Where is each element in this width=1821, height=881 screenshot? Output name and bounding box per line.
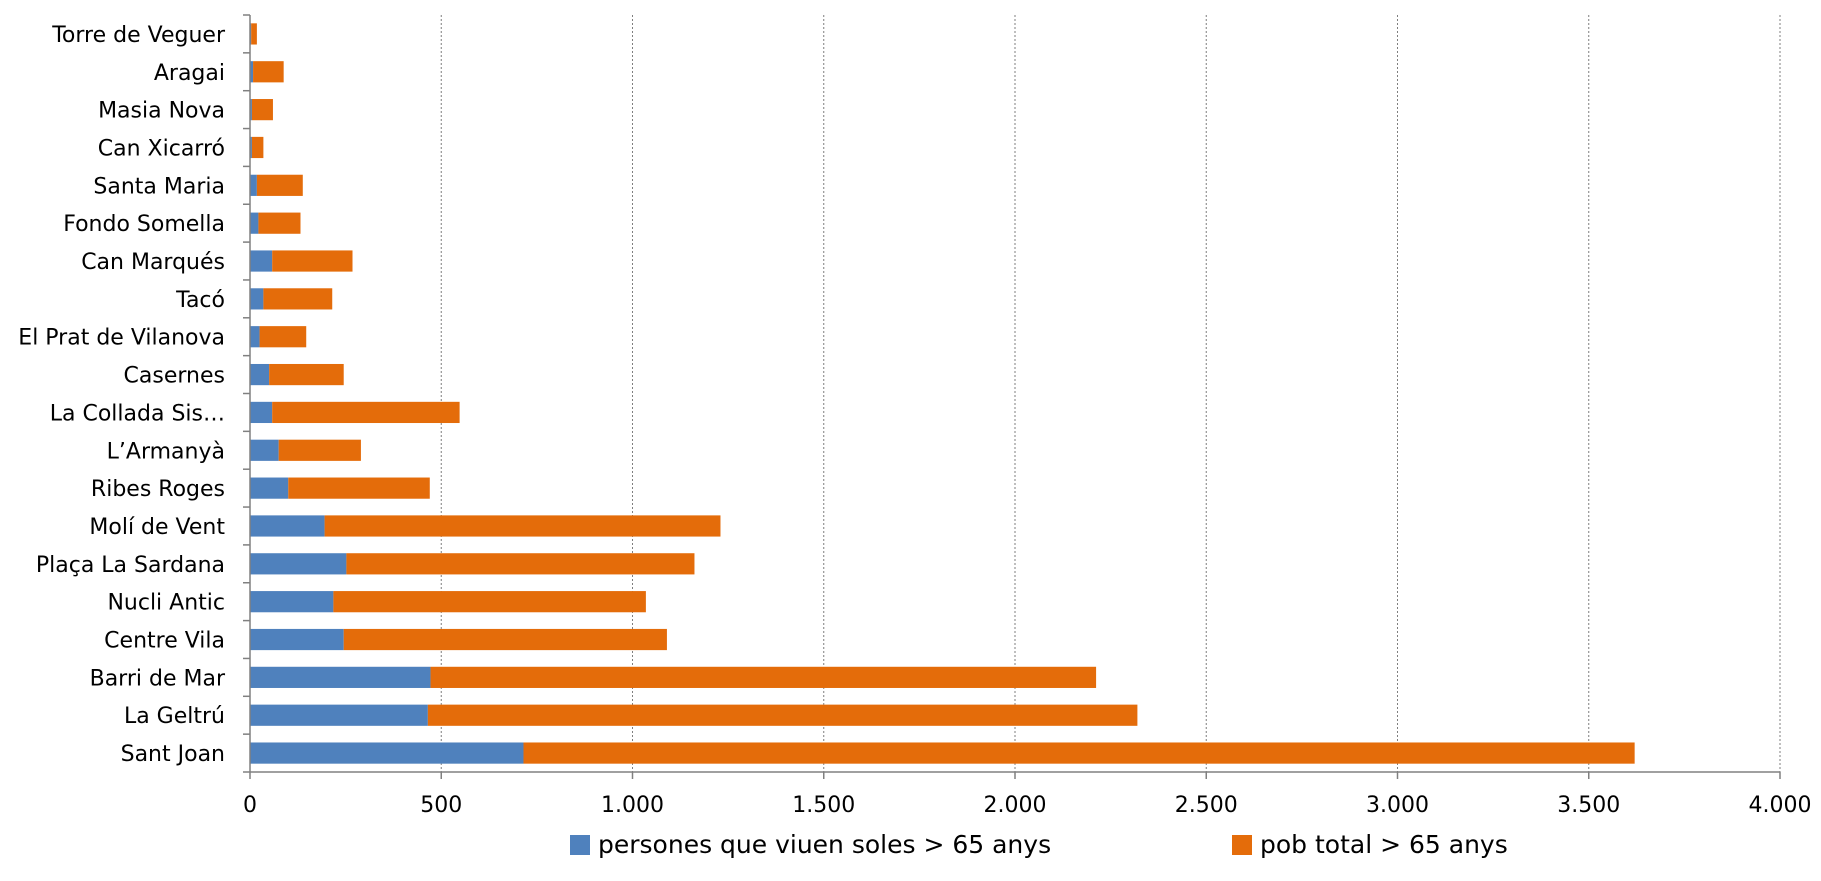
legend: persones que viuen soles > 65 anys pob to… [570,830,1508,859]
bar-segment-total [251,136,264,159]
category-label: Santa Maria [93,174,225,199]
bar-segment-total [263,288,333,310]
category-label: Masia Nova [98,99,225,124]
category-label: La Geltrú [124,704,225,729]
bar-segment-total [258,212,301,234]
bar-segment-total [253,61,284,83]
gridlines [440,15,1781,772]
x-tick-label: 1.000 [601,793,664,818]
category-label: Tacó [175,288,225,313]
bar-segment-soles [250,628,344,651]
bar-segment-soles [250,363,270,386]
bar-segment-soles [250,250,273,272]
category-label: Can Xicarró [98,136,225,161]
x-tick-label: 500 [420,793,462,818]
x-tick-label: 4.000 [1749,793,1812,818]
category-label: Plaça La Sardana [36,553,225,578]
category-label: El Prat de Vilanova [18,326,225,351]
category-label: Centre Vila [104,629,225,654]
bar-segment-soles [250,212,259,234]
bars [250,23,1635,764]
bar-segment-total [427,704,1138,726]
bar-segment-total [256,174,303,196]
bar-segment-soles [250,401,273,424]
category-label: Sant Joan [121,742,225,767]
bar-segment-total [333,591,646,613]
bar-segment-soles [250,61,254,83]
category-label: Aragai [154,61,225,86]
category-label: Fondo Somella [63,212,225,237]
bar-segment-soles [250,742,524,764]
bar-segment-soles [250,288,264,310]
x-tick-label: 2.500 [1175,793,1238,818]
bar-segment-total [324,515,721,537]
category-label: Barri de Mar [90,666,226,691]
bar-segment-soles [250,326,260,348]
bar-segment-total [346,553,695,575]
bar-segment-soles [250,666,431,688]
bar-segment-soles [250,704,428,726]
bar-segment-soles [250,591,334,613]
bar-segment-total [251,23,257,45]
category-label: Ribes Roges [91,477,225,502]
labels: Torre de Veguer Aragai Masia Nova Can Xicar… [18,23,1811,818]
category-label: Can Marqués [81,250,225,275]
category-label: Casernes [124,364,225,389]
bar-segment-soles [250,439,279,461]
bar-segment-total [259,326,307,348]
bar-segment-total [272,250,353,272]
legend-swatch [1232,835,1252,855]
bar-segment-total [343,628,667,651]
legend-label: persones que viuen soles > 65 anys [598,830,1051,859]
bar-segment-soles [250,99,252,121]
x-tick-label: 2.000 [984,793,1047,818]
bar-segment-total [269,363,344,386]
category-label: Torre de Veguer [51,23,226,48]
bar-segment-total [288,477,430,499]
bar-segment-total [272,401,460,424]
bar-segment-total [430,666,1097,688]
x-tick-label: 1.500 [792,793,855,818]
bar-segment-soles [250,477,289,499]
bar-segment-soles [250,174,257,196]
bar-segment-soles [250,515,325,537]
bar-segment-soles [250,553,347,575]
bar-segment-total [251,99,273,121]
axes [243,14,1781,779]
category-label: L’Armanyà [107,439,225,464]
bar-segment-total [523,742,1635,764]
legend-swatch [570,835,590,855]
bar-segment-total [278,439,361,461]
legend-label: pob total > 65 anys [1260,830,1508,859]
x-tick-label: 3.500 [1557,793,1620,818]
category-label: Nucli Antic [107,591,225,616]
category-label: La Collada Sis… [50,401,225,426]
x-tick-label: 0 [243,793,257,818]
bar-segment-soles [250,136,252,159]
x-tick-label: 3.000 [1366,793,1429,818]
category-label: Molí de Vent [89,515,225,540]
